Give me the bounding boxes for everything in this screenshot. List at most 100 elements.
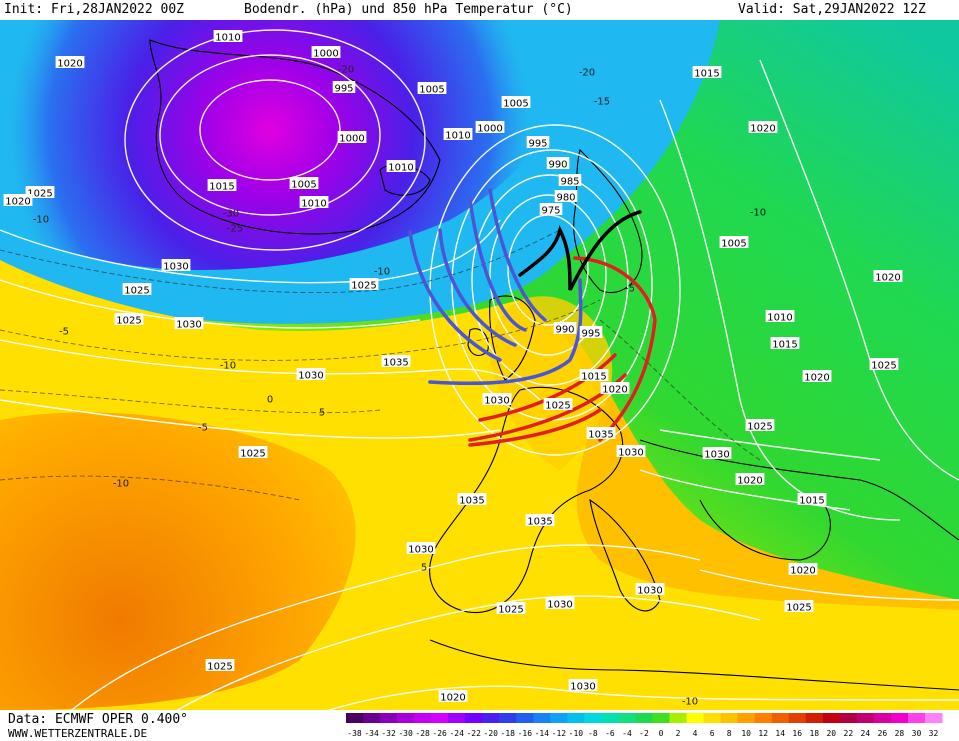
legend-tick-label: 10 bbox=[741, 729, 751, 738]
isobar-label-text: 1020 bbox=[5, 197, 30, 208]
website: WWW.WETTERZENTRALE.DE bbox=[8, 727, 148, 740]
warm-flow-arrow-3 bbox=[468, 408, 602, 447]
map-header: Init: Fri,28JAN2022 00Z Bodendr. (hPa) u… bbox=[0, 0, 959, 20]
cold-front-arrow bbox=[428, 278, 583, 386]
isobar-label: 1025 bbox=[205, 659, 235, 673]
legend-tick-label: 22 bbox=[844, 729, 854, 738]
temperature-label: -10 bbox=[220, 361, 236, 372]
legend-swatch bbox=[669, 713, 688, 723]
isobar-label-text: 1035 bbox=[527, 517, 552, 528]
isobar-label: 1025 bbox=[496, 602, 526, 616]
warm-air-mass-southwest bbox=[0, 412, 356, 710]
isobar-label-text: 980 bbox=[556, 193, 575, 204]
temperature-label: -10 bbox=[113, 479, 129, 490]
legend-tick-label: -8 bbox=[588, 729, 598, 738]
legend-tick-label: -34 bbox=[364, 729, 379, 738]
isobar-label: 995 bbox=[332, 81, 356, 95]
legend-swatch bbox=[805, 713, 824, 723]
isobar-label: 1030 bbox=[406, 542, 436, 556]
map-title: Bodendr. (hPa) und 850 hPa Temperatur (°… bbox=[244, 2, 573, 17]
temperature-label: -10 bbox=[33, 215, 49, 226]
temperature-label-text: 0 bbox=[267, 395, 273, 406]
isobar-label-text: 1025 bbox=[871, 361, 896, 372]
temperature-label-text: 5 bbox=[319, 408, 325, 419]
pressure-temperature-map: 1010 1000 995 1005 1020 1015 1020 1005 1000 1010 9… bbox=[0, 20, 959, 710]
legend-tick-label: -30 bbox=[398, 729, 413, 738]
warm-front-arrow bbox=[573, 256, 657, 442]
isobar-label-text: 1030 bbox=[618, 448, 643, 459]
temperature-label-text: 5 bbox=[421, 563, 427, 574]
isobar-label: 1025 bbox=[122, 283, 152, 297]
isobar-label-text: 1010 bbox=[767, 313, 792, 324]
isobar-label-text: 1010 bbox=[215, 33, 240, 44]
isobar-label: 995 bbox=[579, 326, 603, 340]
isobar-label: 1025 bbox=[784, 600, 814, 614]
legend-swatch bbox=[873, 713, 892, 723]
isobar-label: 995 bbox=[526, 136, 550, 150]
legend-tick-label: -22 bbox=[466, 729, 481, 738]
isobar-label-text: 1000 bbox=[339, 134, 364, 145]
temperature-label: -5 bbox=[198, 423, 208, 434]
legend-swatch bbox=[431, 713, 449, 723]
legend-swatch bbox=[635, 713, 654, 723]
isobar-label: 1025 bbox=[543, 398, 573, 412]
temperature-label-text: -20 bbox=[579, 68, 595, 79]
temperature-label: -25 bbox=[227, 224, 243, 235]
isobar-label-text: 1005 bbox=[291, 180, 316, 191]
isobar-label: 1020 bbox=[55, 56, 85, 70]
legend-swatch bbox=[550, 713, 568, 723]
legend-tick-label: -24 bbox=[449, 729, 464, 738]
isobar-label: 1020 bbox=[788, 563, 818, 577]
isobar-label: 1005 bbox=[719, 236, 749, 250]
legend-tick-label: -2 bbox=[639, 729, 649, 738]
isobar-label: 1020 bbox=[873, 270, 903, 284]
isobar-label: 1035 bbox=[457, 493, 487, 507]
temperature-label: 5 bbox=[421, 563, 427, 574]
isobar-label: 1025 bbox=[869, 358, 899, 372]
isobar-label: 1015 bbox=[207, 179, 237, 193]
temperature-label: -5 bbox=[59, 327, 69, 338]
isobar-label: 1030 bbox=[296, 368, 326, 382]
isobar-label-text: 1035 bbox=[588, 430, 613, 441]
isobar-label: 1020 bbox=[438, 690, 468, 704]
legend-swatch bbox=[890, 713, 909, 723]
temperature-labels: -20 -15 -20 -25 -30 -10 -10 -10 -10 -5 -5 0 5 -5 -10 5 -… bbox=[33, 65, 766, 708]
temperature-label: -10 bbox=[682, 697, 698, 708]
isobar-label-text: 1030 bbox=[484, 396, 509, 407]
isobar-label: 990 bbox=[553, 322, 577, 336]
legend-tick-label: 12 bbox=[758, 729, 768, 738]
legend-swatch bbox=[771, 713, 790, 723]
temperature-label: 5 bbox=[319, 408, 325, 419]
isobar-label-text: 1025 bbox=[351, 281, 376, 292]
isobar-label: 1005 bbox=[501, 96, 531, 110]
legend-swatch bbox=[822, 713, 841, 723]
temperature-label-text: -20 bbox=[338, 65, 354, 76]
isobar-label: 980 bbox=[554, 190, 578, 204]
isobar-label-text: 1030 bbox=[704, 450, 729, 461]
legend-swatch bbox=[414, 713, 432, 723]
isobar-label-text: 1030 bbox=[163, 262, 188, 273]
legend-swatch bbox=[601, 713, 619, 723]
isobar-label-text: 1020 bbox=[602, 385, 627, 396]
isobar-label: 1035 bbox=[525, 514, 555, 528]
isobar-label-text: 1025 bbox=[124, 286, 149, 297]
legend-tick-label: 20 bbox=[826, 729, 836, 738]
isobar-label: 1010 bbox=[443, 128, 473, 142]
arctic-air-greenland bbox=[0, 20, 600, 270]
isobar-label: 1020 bbox=[748, 121, 778, 135]
legend-tick-label: 6 bbox=[710, 729, 715, 738]
isobar-label: 1010 bbox=[299, 196, 329, 210]
legend-tick-label: -16 bbox=[518, 729, 533, 738]
legend-swatch bbox=[924, 713, 943, 723]
isobar-label: 1020 bbox=[735, 473, 765, 487]
legend-swatch bbox=[533, 713, 551, 723]
isobar-label: 1025 bbox=[745, 419, 775, 433]
cold-flow-arrow-3 bbox=[468, 198, 527, 332]
isobar-label-text: 1025 bbox=[498, 605, 523, 616]
isobar-label-text: 1015 bbox=[581, 372, 606, 383]
isobar-label-text: 1020 bbox=[875, 273, 900, 284]
isobar-label-text: 1025 bbox=[116, 316, 141, 327]
isobar-label: 1030 bbox=[161, 259, 191, 273]
cold-flow-arrow-2 bbox=[438, 228, 517, 347]
isobar-label: 1000 bbox=[475, 121, 505, 135]
